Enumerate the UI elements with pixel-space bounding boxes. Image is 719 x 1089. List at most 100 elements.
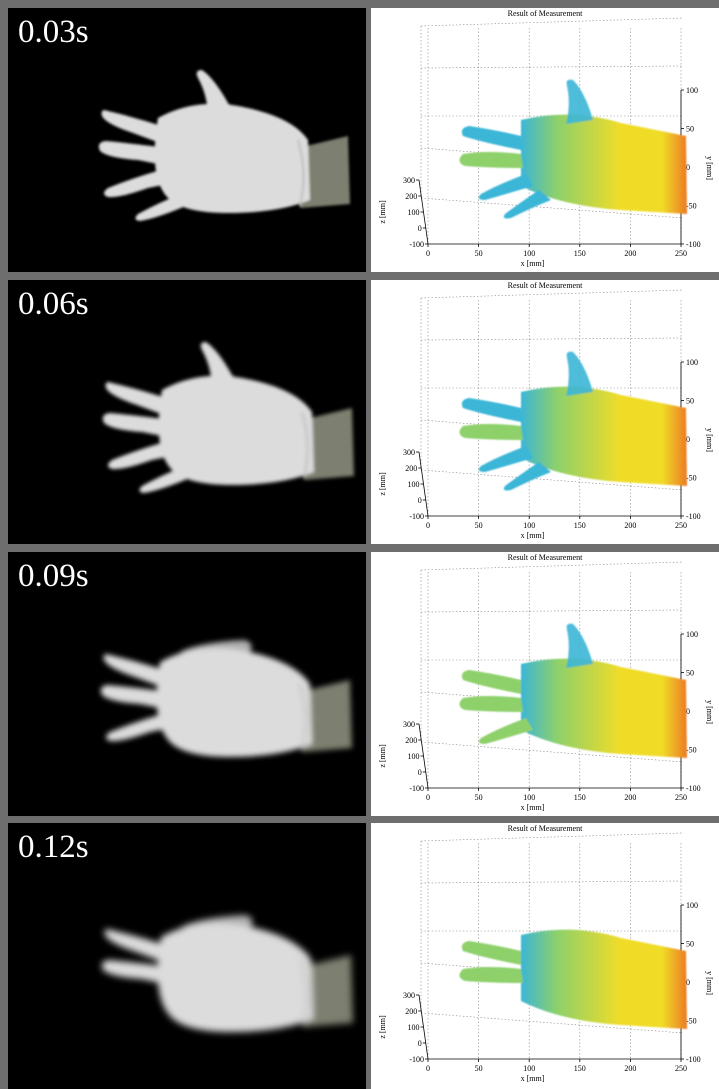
x-tick-label: 50 — [475, 521, 483, 530]
plot-title: Result of Measurement — [507, 9, 583, 18]
y-tick-label: 100 — [686, 901, 698, 910]
x-tick-label: 150 — [574, 793, 586, 802]
x-tick-label: 250 — [675, 793, 687, 802]
glove-image — [98, 70, 350, 221]
z-tick-label: -100 — [409, 784, 424, 793]
glove-image — [100, 640, 352, 757]
x-tick-label: 250 — [675, 1064, 687, 1073]
y-tick-label: -50 — [686, 1017, 697, 1026]
z-tick-label: 100 — [408, 208, 420, 217]
x-tick-label: 100 — [523, 1064, 535, 1073]
plot-title: Result of Measurement — [507, 824, 583, 833]
z-tick-label: 200 — [405, 736, 417, 745]
x-tick-label: 100 — [523, 521, 535, 530]
z-tick-label: -100 — [409, 1055, 424, 1064]
panel-row: 0.09s Result of Measurement 0 50 100 150 200 25… — [0, 552, 719, 816]
x-tick-label: 200 — [624, 1064, 636, 1073]
measurement-plot: Result of Measurement 0 50 100 150 200 250 x [m… — [371, 552, 719, 816]
measurement-plot: Result of Measurement 0 50 100 150 200 250 x [m… — [371, 823, 719, 1089]
x-tick-label: 200 — [624, 249, 636, 258]
y-tick-label: -100 — [686, 240, 701, 249]
x-tick-label: 150 — [574, 249, 586, 258]
x-tick-label: 200 — [624, 793, 636, 802]
z-tick-label: 100 — [408, 752, 420, 761]
y-tick-label: 50 — [686, 397, 694, 406]
y-tick-label: 0 — [686, 978, 690, 987]
z-tick-label: 100 — [408, 480, 420, 489]
x-tick-label: 0 — [426, 249, 430, 258]
y-axis-label: y [mm] — [705, 428, 714, 452]
plot-title: Result of Measurement — [507, 553, 583, 562]
measurement-plot: Result of Measurement 0 50 100 150 200 250 x [m… — [371, 280, 719, 544]
x-axis-label: x [mm] — [521, 531, 545, 540]
glove-image — [102, 342, 354, 493]
z-tick-label: -100 — [409, 512, 424, 521]
y-tick-label: 0 — [686, 707, 690, 716]
time-label: 0.12s — [18, 829, 89, 865]
z-tick-label: 0 — [418, 496, 422, 505]
y-tick-label: 0 — [686, 435, 690, 444]
y-tick-label: -50 — [686, 202, 697, 211]
z-tick-label: 0 — [418, 768, 422, 777]
time-label: 0.03s — [18, 14, 89, 50]
z-tick-label: 300 — [403, 991, 415, 1000]
panel-row: 0.03s Result of Measurement 0 50 100 150 200 25… — [0, 8, 719, 272]
x-tick-label: 0 — [426, 521, 430, 530]
x-tick-label: 50 — [475, 249, 483, 258]
y-tick-label: 0 — [686, 163, 690, 172]
hand-point-cloud — [459, 623, 687, 758]
glove-photo: 0.12s — [8, 823, 366, 1089]
y-tick-label: -100 — [686, 1055, 701, 1064]
x-tick-label: 50 — [475, 1064, 483, 1073]
x-axis-label: x [mm] — [521, 1074, 545, 1083]
x-tick-label: 100 — [523, 793, 535, 802]
panel-row: 0.12s Result of Measurement 0 50 100 150 200 25… — [0, 823, 719, 1089]
z-tick-label: 0 — [418, 224, 422, 233]
y-tick-label: -50 — [686, 474, 697, 483]
y-tick-label: -100 — [686, 784, 701, 793]
y-tick-label: 50 — [686, 125, 694, 134]
z-axis-label: z [mm] — [378, 744, 387, 768]
z-tick-label: 300 — [403, 448, 415, 457]
x-tick-label: 100 — [523, 249, 535, 258]
glove-photo: 0.06s — [8, 280, 366, 544]
z-tick-label: 100 — [408, 1023, 420, 1032]
y-tick-label: -100 — [686, 512, 701, 521]
glove-photo: 0.09s — [8, 552, 366, 816]
z-axis-label: z [mm] — [378, 1015, 387, 1039]
plot-title: Result of Measurement — [507, 281, 583, 290]
z-tick-label: 300 — [403, 720, 415, 729]
x-axis-label: x [mm] — [521, 803, 545, 812]
x-tick-label: 250 — [675, 521, 687, 530]
time-label: 0.09s — [18, 558, 89, 594]
y-tick-label: 100 — [686, 358, 698, 367]
x-tick-label: 50 — [475, 793, 483, 802]
x-axis-label: x [mm] — [521, 259, 545, 268]
z-tick-label: 300 — [403, 176, 415, 185]
x-tick-label: 150 — [574, 521, 586, 530]
x-tick-label: 250 — [675, 249, 687, 258]
panel-row: 0.06s Result of Measurement 0 50 100 150 200 25… — [0, 280, 719, 544]
time-label: 0.06s — [18, 286, 89, 322]
x-tick-label: 0 — [426, 793, 430, 802]
y-axis-label: y [mm] — [705, 971, 714, 995]
z-tick-label: 200 — [405, 464, 417, 473]
z-axis-label: z [mm] — [378, 200, 387, 224]
y-tick-label: 100 — [686, 86, 698, 95]
hand-point-cloud — [459, 929, 687, 1029]
y-tick-label: 50 — [686, 940, 694, 949]
z-axis-label: z [mm] — [378, 472, 387, 496]
glove-photo: 0.03s — [8, 8, 366, 272]
hand-point-cloud — [459, 79, 687, 219]
y-axis-label: y [mm] — [705, 700, 714, 724]
y-tick-label: -50 — [686, 746, 697, 755]
z-tick-label: -100 — [409, 240, 424, 249]
z-tick-label: 0 — [418, 1039, 422, 1048]
measurement-plot: Result of Measurement 0 50 100 150 200 250 x [m… — [371, 8, 719, 272]
x-tick-label: 150 — [574, 1064, 586, 1073]
y-tick-label: 50 — [686, 669, 694, 678]
